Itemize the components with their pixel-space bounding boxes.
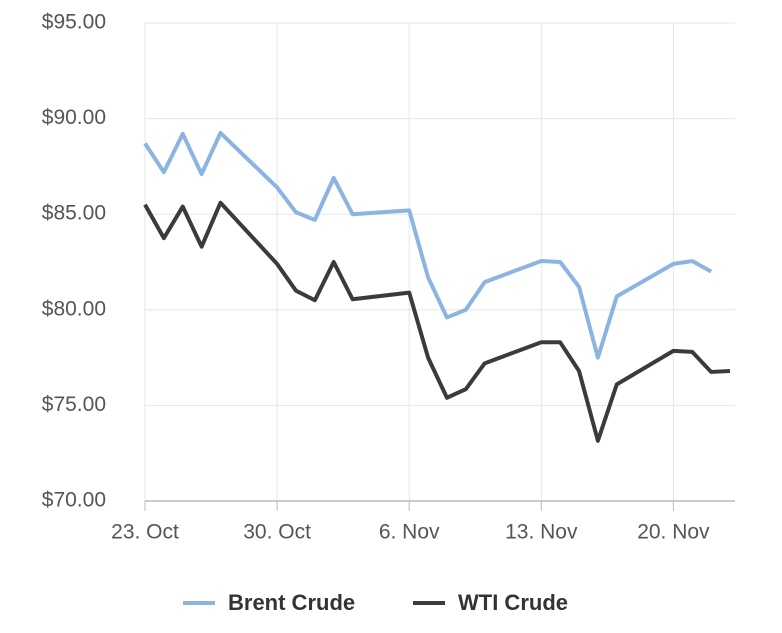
- legend-label: Brent Crude: [228, 590, 355, 615]
- series-line: [143, 200, 731, 443]
- y-tick-label: $90.00: [42, 106, 106, 129]
- y-tick-label: $75.00: [42, 393, 106, 416]
- y-tick-label: $95.00: [42, 11, 106, 34]
- y-tick-label: $85.00: [42, 202, 106, 225]
- legend: Brent Crude WTI Crude: [183, 590, 568, 615]
- x-tick-label: 20. Nov: [637, 521, 710, 544]
- x-tick-label: 30. Oct: [243, 521, 311, 544]
- series-line: [143, 130, 713, 360]
- x-tick-label: 6. Nov: [379, 521, 440, 544]
- x-tick-label: 13. Nov: [505, 521, 578, 544]
- y-tick-label: $70.00: [42, 489, 106, 512]
- x-tick-label: 23. Oct: [111, 521, 179, 544]
- legend-label: WTI Crude: [458, 590, 568, 615]
- y-tick-label: $80.00: [42, 297, 106, 320]
